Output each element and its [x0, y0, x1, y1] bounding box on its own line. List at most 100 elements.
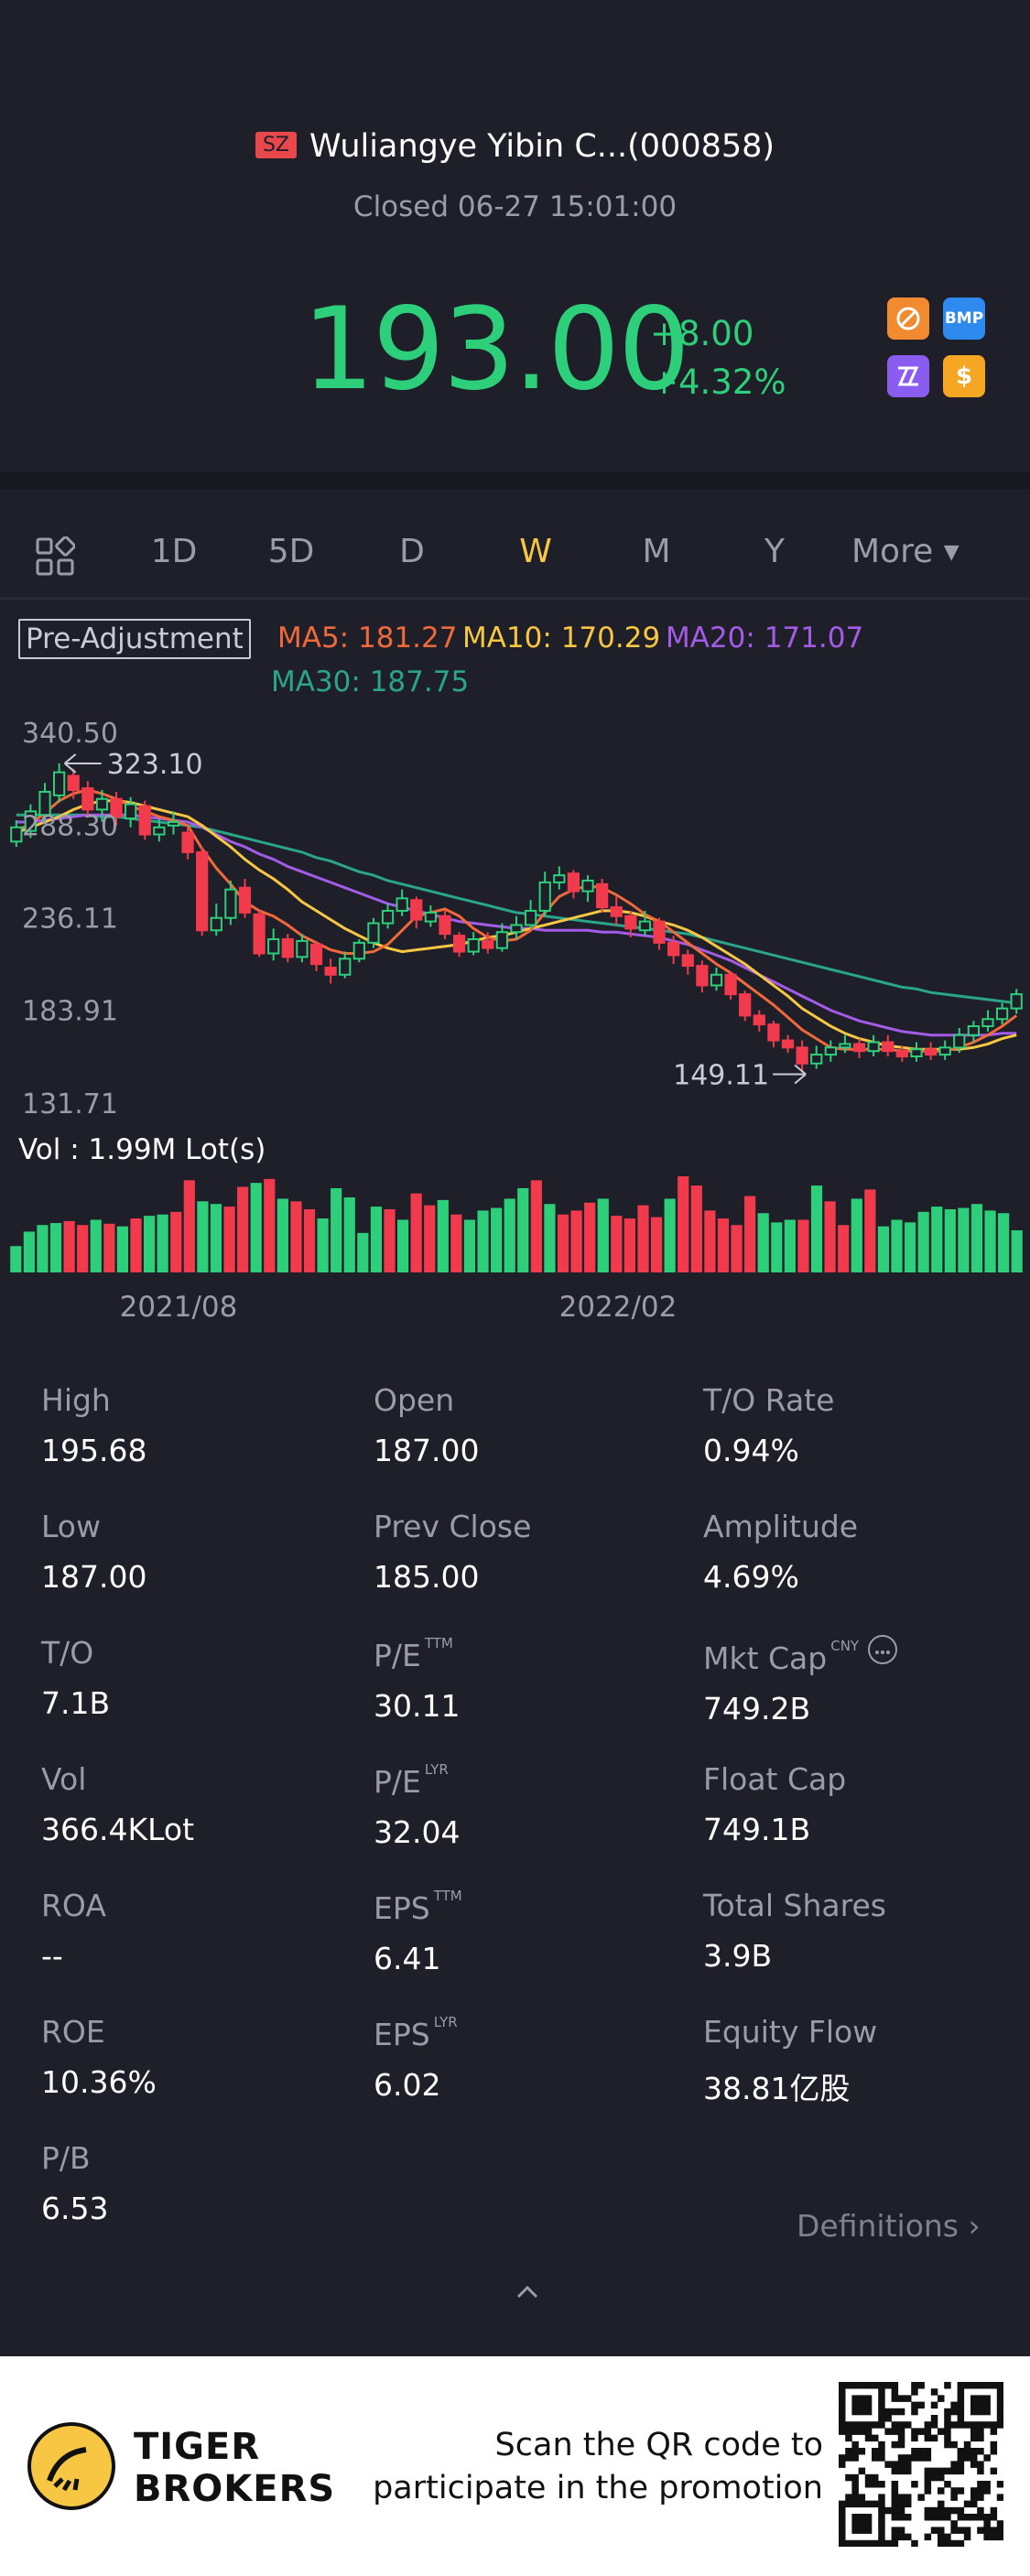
- candle: [452, 932, 466, 958]
- stat-label-text: P/B: [41, 2140, 91, 2176]
- chevron-up-icon[interactable]: [515, 2279, 540, 2305]
- zz-icon[interactable]: [887, 355, 929, 397]
- stock-title-row[interactable]: SZ Wuliangye Yibin C...(000858): [0, 128, 1030, 165]
- volume-bar: [958, 1207, 970, 1272]
- volume-bar: [116, 1226, 129, 1272]
- stat-label: Total Shares: [703, 1888, 886, 1923]
- volume-bar: [343, 1197, 355, 1272]
- bmp-icon[interactable]: BMP: [943, 298, 985, 340]
- tab-more[interactable]: More ▼: [851, 533, 998, 570]
- candle: [567, 870, 580, 899]
- candle: [267, 928, 280, 961]
- x-tick-label: 2021/08: [120, 1291, 238, 1324]
- last-price: 193.00: [302, 284, 690, 416]
- tab-y[interactable]: Y: [764, 533, 785, 570]
- candle: [624, 910, 637, 938]
- exchange-badge: SZ: [255, 132, 297, 158]
- stat-label: P/E TTM: [374, 1635, 460, 1673]
- volume-bar: [891, 1219, 903, 1272]
- brand-name: TIGER BROKERS: [134, 2426, 335, 2510]
- candle: [153, 818, 166, 842]
- volume-bar: [944, 1208, 956, 1272]
- stat-label-text: ROA: [41, 1888, 106, 1923]
- kline-chart[interactable]: 340.50 288.30 236.11 183.91 131.71 323.10 149.…: [0, 696, 1030, 1373]
- candle: [467, 932, 480, 956]
- candle: [553, 866, 566, 890]
- stat-item: P/B 6.53: [41, 2140, 108, 2226]
- candle: [410, 896, 423, 929]
- stat-item: Equity Flow 38.81亿股: [703, 2014, 877, 2108]
- stat-value: 6.53: [41, 2191, 109, 2226]
- candle: [681, 949, 694, 975]
- volume-bar: [570, 1210, 582, 1272]
- stat-value: 749.1B: [703, 1812, 811, 1847]
- volume-bar: [197, 1201, 209, 1272]
- volume-bar: [970, 1204, 983, 1272]
- volume-bar: [237, 1186, 249, 1272]
- candle: [352, 938, 365, 963]
- candle: [238, 879, 252, 918]
- candle: [796, 1040, 808, 1073]
- candle: [852, 1038, 866, 1058]
- volume-bar: [731, 1225, 743, 1272]
- candle: [824, 1040, 837, 1062]
- volume-bar: [797, 1219, 809, 1272]
- volume-bar: [877, 1226, 890, 1272]
- stat-value: 10.36%: [41, 2064, 157, 2100]
- stat-superscript: LYR: [424, 1761, 449, 1778]
- candle: [53, 763, 66, 803]
- stat-superscript: TTM: [424, 1635, 453, 1651]
- tab-w[interactable]: W: [519, 533, 552, 570]
- grid-icon[interactable]: [35, 536, 75, 577]
- stat-label: Mkt Cap CNY: [703, 1635, 898, 1676]
- volume-bar: [904, 1222, 916, 1272]
- candle: [524, 900, 537, 929]
- candle: [339, 951, 352, 979]
- stat-value: 38.81亿股: [703, 2071, 851, 2106]
- volume-label: Vol : 1.99M Lot(s): [18, 1133, 266, 1166]
- more-options-icon[interactable]: [868, 1635, 898, 1664]
- candle: [110, 791, 123, 826]
- stat-item: ROE 10.36%: [41, 2014, 157, 2100]
- volume-bar: [838, 1225, 850, 1272]
- candle: [81, 781, 94, 817]
- dollar-icon[interactable]: $: [943, 355, 985, 397]
- candle: [167, 811, 180, 835]
- candle: [510, 915, 523, 939]
- candle: [439, 910, 451, 939]
- candle: [638, 910, 652, 936]
- volume-bar: [717, 1218, 730, 1272]
- stat-label: P/B: [41, 2140, 108, 2176]
- volume-bar: [63, 1220, 75, 1272]
- stat-value: 7.1B: [41, 1685, 111, 1721]
- tab-5d[interactable]: 5D: [267, 533, 315, 570]
- candle: [482, 932, 494, 954]
- promo-text: Scan the QR code to participate in the p…: [373, 2424, 823, 2510]
- candle: [1010, 989, 1023, 1014]
- tab-1d[interactable]: 1D: [150, 533, 198, 570]
- brand-line-2: BROKERS: [134, 2468, 336, 2510]
- chevron-right-icon: ›: [968, 2208, 981, 2244]
- pre-adjustment-toggle[interactable]: Pre-Adjustment: [18, 619, 251, 659]
- more-label: More: [851, 533, 934, 570]
- candle: [967, 1021, 980, 1043]
- stat-label: Float Cap: [703, 1761, 846, 1797]
- ma20-label: MA20: 171.07: [666, 622, 864, 655]
- stat-value: 185.00: [374, 1559, 480, 1595]
- ma10-label: MA10: 170.29: [462, 622, 661, 655]
- stat-label-text: EPS: [374, 1890, 430, 1926]
- ban-icon[interactable]: [887, 298, 929, 340]
- ma30-line: [16, 813, 1017, 1005]
- tab-m[interactable]: M: [642, 533, 671, 570]
- definitions-link[interactable]: Definitions ›: [797, 2208, 981, 2244]
- candle: [24, 804, 38, 839]
- volume-bar: [757, 1213, 769, 1272]
- volume-bar: [611, 1216, 623, 1272]
- candle: [424, 905, 437, 927]
- tab-d[interactable]: D: [399, 533, 425, 570]
- candle: [396, 889, 408, 916]
- stat-item: T/O Rate 0.94%: [703, 1382, 834, 1468]
- stat-value: 749.2B: [703, 1691, 811, 1726]
- volume-bar: [637, 1205, 649, 1272]
- candle: [381, 904, 395, 929]
